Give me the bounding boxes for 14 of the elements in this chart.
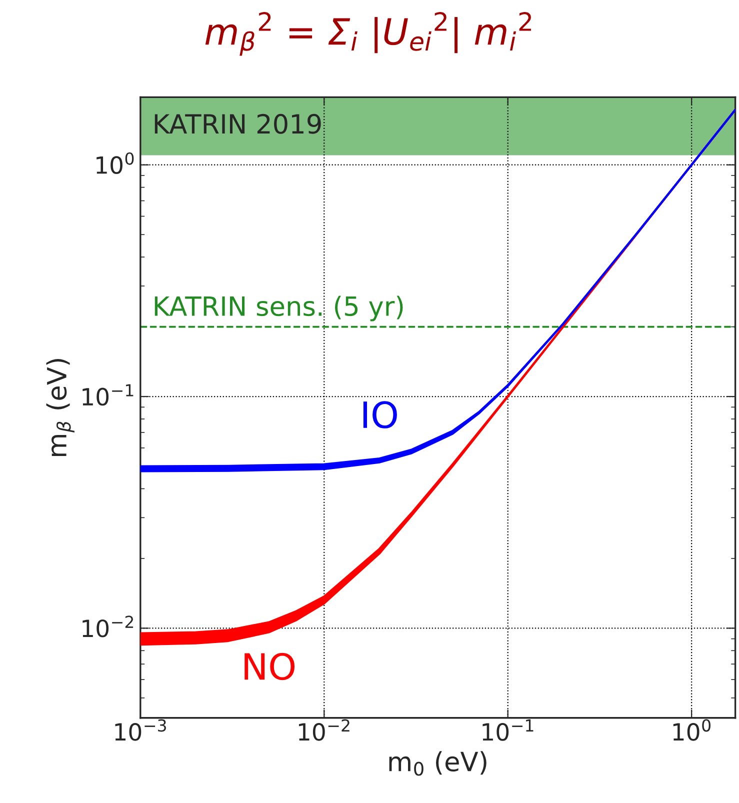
band-label: KATRIN 2019: [154, 114, 321, 134]
chart-title: m$_{β}$$^{2}$ = Σ$_{i}$ |U$_{ei}$$^{2}$| m$_{i}$$^{2}$: [205, 12, 532, 56]
x-tick-label: 10$^{−1}$: [482, 719, 534, 741]
ref-line-label: KATRIN sens. (5 yr): [154, 296, 403, 322]
x-axis-title: m$_{0}$ (eV): [389, 751, 486, 776]
series-label: IO: [363, 401, 397, 428]
y-tick-label: 10$^{−1}$: [82, 384, 134, 406]
x-tick-label: 10$^{−3}$: [115, 719, 166, 741]
x-tick-label: 10$^{0}$: [673, 719, 710, 741]
y-axis-title: m$_{β}$ (eV): [46, 358, 74, 456]
x-tick-label: 10$^{−2}$: [298, 719, 350, 741]
series-label: NO: [244, 652, 295, 680]
y-tick-label: 10$^{0}$: [96, 152, 134, 174]
y-tick-label: 10$^{−2}$: [82, 616, 134, 638]
